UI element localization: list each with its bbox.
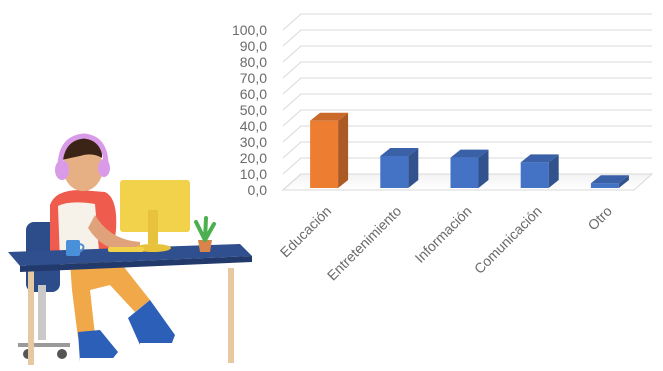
bar-side	[548, 154, 559, 188]
bar	[450, 149, 489, 188]
gridlines	[282, 13, 652, 191]
bar	[520, 154, 559, 188]
bar-front	[450, 157, 479, 188]
gridline	[282, 93, 652, 111]
bar-top	[520, 154, 559, 163]
bar-side	[618, 175, 629, 188]
bar-front	[520, 162, 549, 188]
bar-top	[310, 112, 349, 121]
y-tick-label: 90,0	[240, 38, 267, 54]
gridline	[282, 13, 652, 31]
gridline	[282, 141, 652, 159]
x-category-label: Educación	[277, 203, 335, 261]
x-category-label: Entretenimiento	[324, 203, 405, 284]
gridline	[282, 29, 652, 47]
y-tick-label: 0,0	[248, 182, 268, 198]
bars	[310, 112, 629, 188]
bar-top	[450, 149, 489, 158]
bar-side	[338, 112, 349, 188]
bar-side	[408, 148, 419, 188]
bar-front	[380, 156, 409, 188]
mug-icon	[66, 240, 85, 256]
x-category-label: Comunicación	[471, 203, 545, 277]
y-tick-label: 20,0	[240, 150, 267, 166]
bar	[380, 148, 419, 188]
y-tick-label: 50,0	[240, 102, 267, 118]
x-category-label: Otro	[584, 203, 615, 234]
y-tick-label: 80,0	[240, 54, 267, 70]
gridline	[282, 77, 652, 95]
y-tick-label: 10,0	[240, 166, 267, 182]
plant-icon	[194, 216, 216, 252]
bar-side	[478, 149, 489, 188]
y-tick-label: 60,0	[240, 86, 267, 102]
monitor-icon	[108, 180, 190, 252]
person-icon	[50, 133, 175, 363]
gridline	[282, 45, 652, 63]
y-tick-label: 30,0	[240, 134, 267, 150]
bar-chart: 0,010,020,030,040,050,060,070,080,090,01…	[232, 13, 654, 284]
gridline	[282, 125, 652, 143]
gridline	[282, 109, 652, 127]
y-tick-label: 40,0	[240, 118, 267, 134]
gridline	[282, 61, 652, 79]
person-at-desk-illustration	[8, 133, 252, 365]
x-category-label: Información	[412, 203, 475, 266]
bar-front	[590, 183, 619, 188]
y-tick-label: 100,0	[232, 22, 267, 38]
bar-top	[380, 148, 419, 156]
y-axis-ticks: 0,010,020,030,040,050,060,070,080,090,01…	[232, 22, 267, 198]
bar-top	[590, 175, 629, 184]
y-tick-label: 70,0	[240, 70, 267, 86]
bar-front	[310, 120, 339, 188]
bar	[590, 175, 629, 188]
bar	[310, 112, 349, 188]
